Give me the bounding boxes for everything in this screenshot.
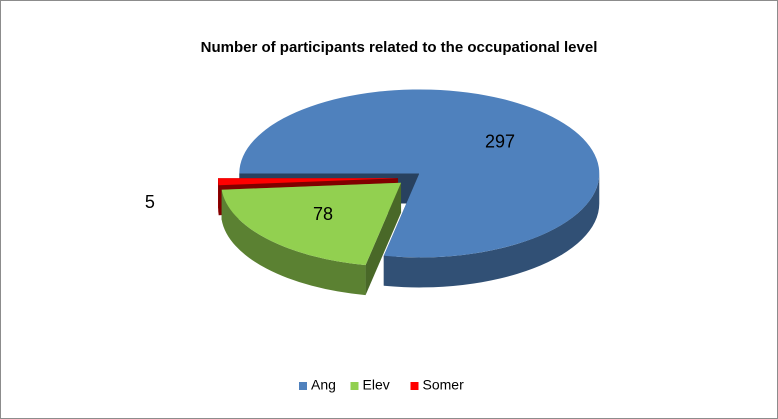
legend-label: Elev: [363, 377, 390, 393]
legend-swatch: [299, 382, 307, 390]
legend-label: Somer: [423, 377, 465, 393]
data-label: 5: [145, 192, 155, 212]
pie-slice: [221, 182, 402, 266]
slice-side: [221, 189, 366, 296]
slice-side: [383, 173, 600, 288]
pie-slice: [218, 178, 399, 186]
pie-slice: [239, 89, 600, 258]
legend-label: Ang: [311, 377, 336, 393]
legend-swatch: [350, 382, 359, 390]
slice-side: [218, 178, 219, 216]
data-label: 78: [313, 204, 333, 224]
legend-swatch: [410, 382, 419, 390]
data-label: 297: [485, 131, 515, 151]
chart-title: Number of participants related to the oc…: [201, 39, 598, 56]
